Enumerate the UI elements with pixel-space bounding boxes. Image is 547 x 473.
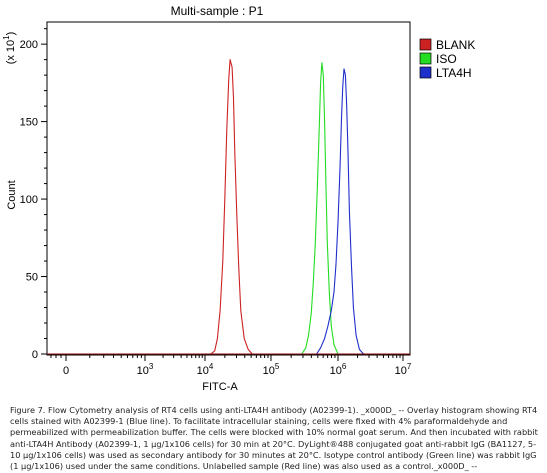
y-multiplier-exp: 1 [2, 35, 11, 40]
legend-label: ISO [436, 52, 457, 66]
series-line-blank [205, 59, 258, 355]
y-axis-label: Count [6, 180, 18, 209]
legend-swatch [419, 66, 432, 79]
legend-label: BLANK [436, 38, 475, 52]
x-tick-label: 106 [330, 362, 347, 377]
x-axis-label: FITC-A [202, 381, 238, 393]
figure-caption: Figure 7. Flow Cytometry analysis of RT4… [10, 405, 538, 472]
x-tick-label: 0 [63, 365, 69, 377]
y-tick-label: 100 [20, 194, 38, 206]
x-axis: 0 103 104 105 106 107 [50, 355, 412, 377]
x-tick-label: 105 [263, 362, 280, 377]
series-line-lta4h [316, 68, 364, 355]
y-tick-label: 200 [20, 39, 38, 51]
series-line-iso [301, 62, 339, 355]
histogram-chart: Multi-sample : P1 (x 101) Count FITC-A 0… [2, 4, 475, 393]
legend-swatch [419, 52, 432, 65]
plot-frame [46, 21, 411, 356]
x-tick-label: 107 [395, 362, 412, 377]
y-axis: 0 50 100 150 200 [20, 28, 47, 361]
y-multiplier-close: ) [5, 32, 17, 36]
y-tick-label: 150 [20, 117, 38, 129]
x-tick-label: 104 [197, 362, 214, 377]
series-curves [47, 59, 410, 355]
y-tick-label: 50 [26, 272, 38, 284]
legend-label: LTA4H [436, 66, 472, 80]
legend-swatch [419, 38, 432, 51]
y-tick-label: 0 [32, 349, 38, 361]
y-multiplier-label: (x 101) [2, 32, 17, 65]
chart-title: Multi-sample : P1 [171, 4, 264, 18]
y-multiplier-text: (x 10 [5, 40, 17, 64]
svg-text:(x 101): (x 101) [2, 32, 17, 65]
x-tick-label: 103 [137, 362, 154, 377]
